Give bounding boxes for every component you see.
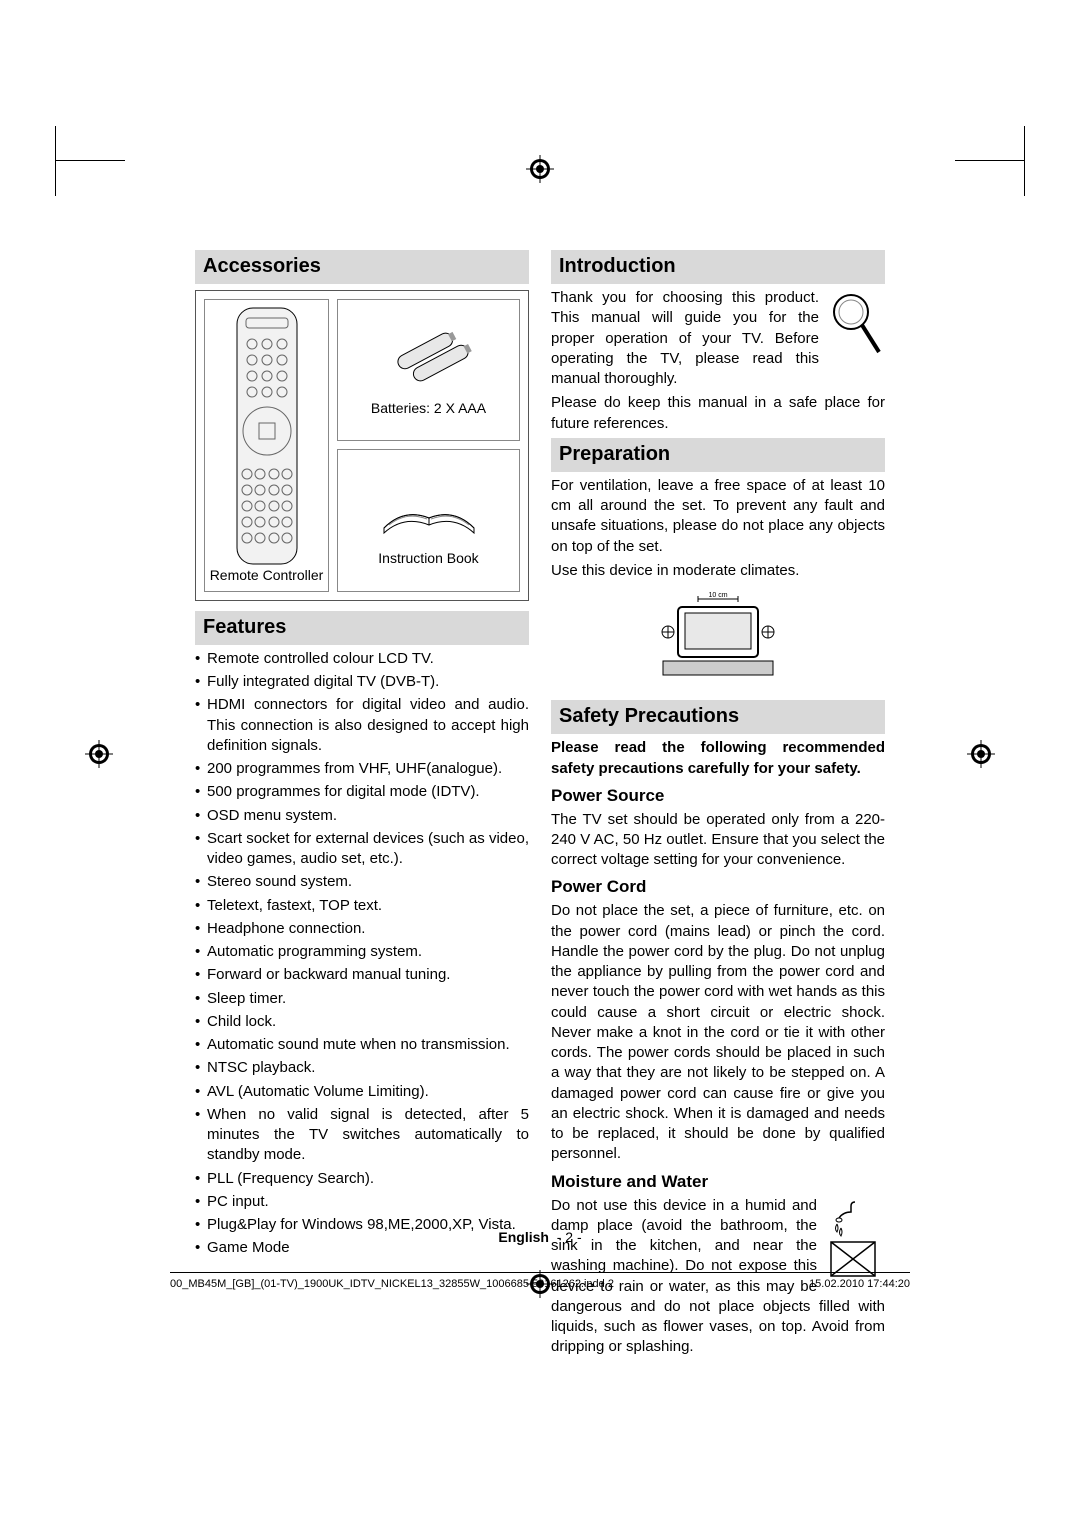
feature-item: Scart socket for external devices (such … xyxy=(195,829,529,870)
preparation-heading: Preparation xyxy=(551,438,885,472)
registration-mark-right xyxy=(967,740,995,768)
feature-item: Teletext, fastext, TOP text. xyxy=(195,896,529,916)
safety-heading: Safety Precautions xyxy=(551,700,885,734)
feature-item: PLL (Frequency Search). xyxy=(195,1169,529,1189)
prep-p2: Use this device in moderate climates. xyxy=(551,561,885,581)
feature-item: NTSC playback. xyxy=(195,1058,529,1078)
remote-label: Remote Controller xyxy=(210,566,324,585)
feature-item: Forward or backward manual tuning. xyxy=(195,965,529,985)
accessory-book: Instruction Book xyxy=(337,449,520,591)
power-cord-heading: Power Cord xyxy=(551,876,885,899)
introduction-heading: Introduction xyxy=(551,250,885,284)
feature-item: AVL (Automatic Volume Limiting). xyxy=(195,1082,529,1102)
feature-item: Stereo sound system. xyxy=(195,872,529,892)
feature-item: PC input. xyxy=(195,1192,529,1212)
feature-item: 200 programmes from VHF, UHF(analogue). xyxy=(195,759,529,779)
accessories-heading: Accessories xyxy=(195,250,529,284)
magnifier-icon xyxy=(827,290,885,368)
moisture-heading: Moisture and Water xyxy=(551,1171,885,1194)
feature-item: Automatic programming system. xyxy=(195,942,529,962)
feature-item: Remote controlled colour LCD TV. xyxy=(195,649,529,669)
diagram-10cm-label: 10 cm xyxy=(708,592,727,599)
feature-item: HDMI connectors for digital video and au… xyxy=(195,695,529,756)
registration-mark-top xyxy=(526,155,554,183)
right-column: Introduction Thank you for choosing this… xyxy=(551,250,885,1300)
footer-lang: English xyxy=(498,1229,549,1245)
footer-page: - 2 - xyxy=(557,1229,582,1245)
crop-mark-tr xyxy=(955,160,1025,230)
feature-item: OSD menu system. xyxy=(195,806,529,826)
feature-item: Automatic sound mute when no transmissio… xyxy=(195,1035,529,1055)
accessories-box: Remote Controller Batteries: 2 X AAA xyxy=(195,290,529,601)
accessory-batteries: Batteries: 2 X AAA xyxy=(337,299,520,441)
remote-icon xyxy=(232,306,302,566)
batteries-label: Batteries: 2 X AAA xyxy=(371,399,486,418)
book-label: Instruction Book xyxy=(378,549,478,568)
accessory-remote: Remote Controller xyxy=(204,299,329,592)
power-cord-body: Do not place the set, a piece of furnitu… xyxy=(551,901,885,1164)
prep-p1: For ventilation, leave a free space of a… xyxy=(551,476,885,557)
page-content: Accessories xyxy=(195,250,885,1300)
safety-lead: Please read the following recommended sa… xyxy=(551,738,885,779)
crop-mark-tl xyxy=(55,160,125,230)
left-column: Accessories xyxy=(195,250,529,1300)
feature-item: Fully integrated digital TV (DVB-T). xyxy=(195,672,529,692)
feature-item: Child lock. xyxy=(195,1012,529,1032)
features-heading: Features xyxy=(195,611,529,645)
features-list: Remote controlled colour LCD TV. Fully in… xyxy=(195,649,529,1259)
feature-item: When no valid signal is detected, after … xyxy=(195,1105,529,1166)
power-source-heading: Power Source xyxy=(551,785,885,808)
page-footer: English - 2 - xyxy=(195,1228,885,1247)
feature-item: Sleep timer. xyxy=(195,989,529,1009)
print-metadata: 00_MB45M_[GB]_(01-TV)_1900UK_IDTV_NICKEL… xyxy=(170,1272,910,1292)
registration-mark-left xyxy=(85,740,113,768)
feature-item: Headphone connection. xyxy=(195,919,529,939)
meta-file: 00_MB45M_[GB]_(01-TV)_1900UK_IDTV_NICKEL… xyxy=(170,1277,614,1292)
meta-timestamp: 15.02.2010 17:44:20 xyxy=(809,1277,910,1292)
book-icon xyxy=(374,473,484,543)
tv-ventilation-diagram: 10 cm xyxy=(551,589,885,690)
batteries-icon xyxy=(379,323,479,393)
feature-item: 500 programmes for digital mode (IDTV). xyxy=(195,782,529,802)
power-source-body: The TV set should be operated only from … xyxy=(551,810,885,871)
introduction-body: Thank you for choosing this product. Thi… xyxy=(551,288,885,438)
intro-p2: Please do keep this manual in a safe pla… xyxy=(551,393,885,434)
